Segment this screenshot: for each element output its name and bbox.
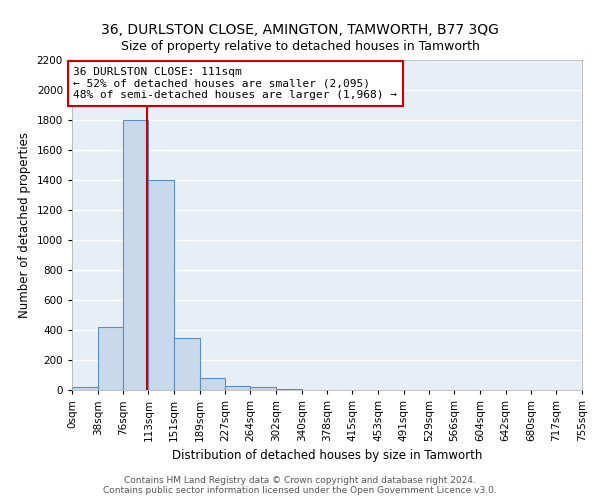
Bar bbox=[226, 386, 250, 390]
Text: 36, DURLSTON CLOSE, AMINGTON, TAMWORTH, B77 3QG: 36, DURLSTON CLOSE, AMINGTON, TAMWORTH, … bbox=[101, 22, 499, 36]
Bar bbox=[250, 387, 276, 390]
Bar bbox=[276, 389, 302, 390]
Bar bbox=[124, 120, 148, 390]
Text: 36 DURLSTON CLOSE: 111sqm
← 52% of detached houses are smaller (2,095)
48% of se: 36 DURLSTON CLOSE: 111sqm ← 52% of detac… bbox=[73, 66, 397, 100]
Bar bbox=[98, 327, 124, 390]
Text: Contains HM Land Registry data © Crown copyright and database right 2024.
Contai: Contains HM Land Registry data © Crown c… bbox=[103, 476, 497, 495]
Bar bbox=[72, 387, 98, 390]
Y-axis label: Number of detached properties: Number of detached properties bbox=[18, 132, 31, 318]
Bar bbox=[148, 180, 174, 390]
Bar bbox=[200, 378, 226, 390]
Bar bbox=[174, 338, 200, 390]
X-axis label: Distribution of detached houses by size in Tamworth: Distribution of detached houses by size … bbox=[172, 450, 482, 462]
Text: Size of property relative to detached houses in Tamworth: Size of property relative to detached ho… bbox=[121, 40, 479, 53]
